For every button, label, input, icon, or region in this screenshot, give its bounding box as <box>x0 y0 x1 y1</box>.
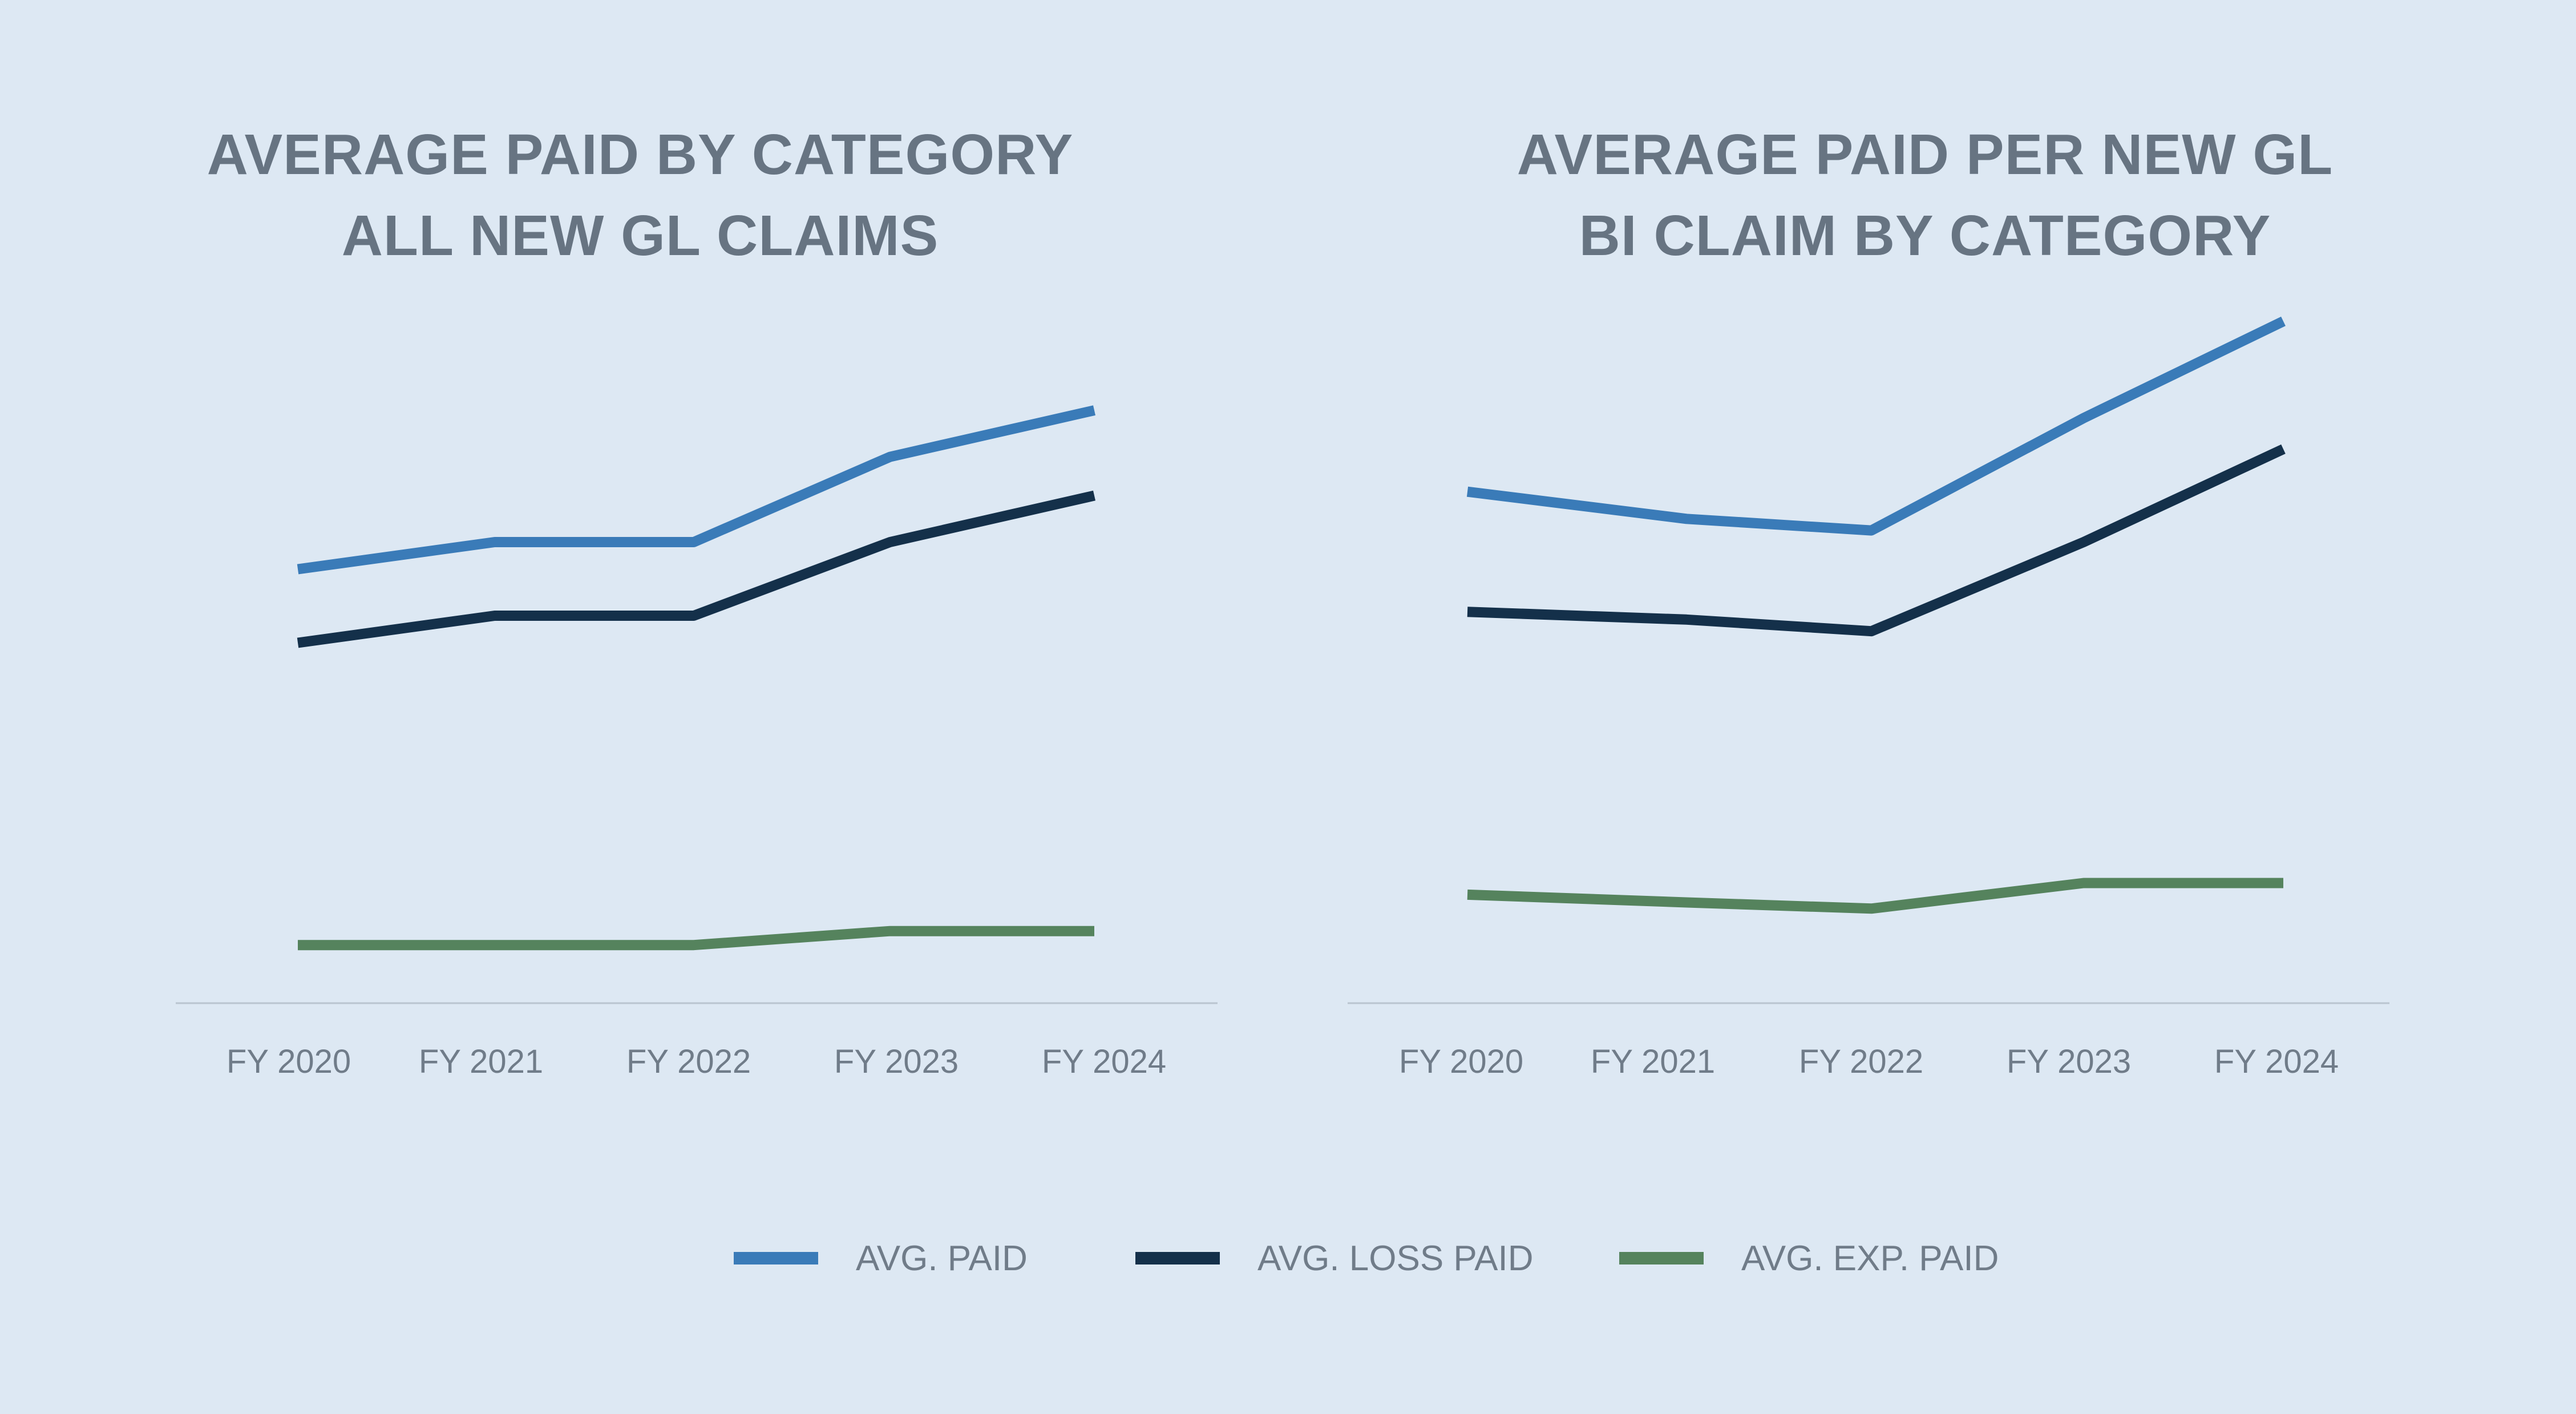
legend-item-avg-exp-paid: AVG. EXP. PAID <box>1619 1233 1999 1284</box>
x-tick-label-chart-1: FY 2021 <box>419 1043 543 1080</box>
x-tick-label-chart-1: FY 2024 <box>1042 1043 1166 1080</box>
legend-label-avg-paid: AVG. PAID <box>856 1238 1028 1278</box>
legend-item-avg-loss-paid: AVG. LOSS PAID <box>1135 1233 1534 1284</box>
legend-swatch-avg-exp-paid <box>1619 1252 1704 1264</box>
x-tick-label-chart-1: FY 2022 <box>626 1043 751 1080</box>
legend: AVG. PAID AVG. LOSS PAID AVG. EXP. PAID <box>0 1233 2576 1284</box>
legend-label-avg-exp-paid: AVG. EXP. PAID <box>1741 1238 1999 1278</box>
x-tick-label-chart-2: FY 2023 <box>2007 1043 2131 1080</box>
x-tick-label-chart-1: FY 2023 <box>834 1043 959 1080</box>
x-tick-label-chart-2: FY 2024 <box>2214 1043 2339 1080</box>
chart-title-right-line-1: AVERAGE PAID PER NEW GL <box>1517 123 2334 187</box>
series-line-avg-loss-paid-chart-2 <box>1467 444 2286 637</box>
x-tick-label-chart-2: FY 2022 <box>1799 1043 1923 1080</box>
legend-label-avg-loss-paid: AVG. LOSS PAID <box>1257 1238 1534 1278</box>
chart-title-right: AVERAGE PAID PER NEW GL BI CLAIM BY CATE… <box>1383 114 2467 276</box>
series-line-avg-paid-chart-1 <box>297 405 1095 575</box>
chart-title-right-line-2: BI CLAIM BY CATEGORY <box>1579 204 2271 268</box>
chart-title-left: AVERAGE PAID BY CATEGORY ALL NEW GL CLAI… <box>98 114 1182 276</box>
legend-swatch-avg-loss-paid <box>1135 1252 1220 1264</box>
series-line-avg-exp-paid-chart-2 <box>1467 878 2283 914</box>
chart-title-left-line-2: ALL NEW GL CLAIMS <box>341 204 939 268</box>
x-tick-label-chart-2: FY 2020 <box>1399 1043 1523 1080</box>
x-tick-label-chart-2: FY 2021 <box>1591 1043 1715 1080</box>
legend-item-avg-paid: AVG. PAID <box>734 1233 1028 1284</box>
series-line-avg-paid-chart-2 <box>1466 316 2286 536</box>
series-line-avg-exp-paid-chart-1 <box>298 926 1094 951</box>
legend-swatch-avg-paid <box>734 1252 818 1264</box>
chart-title-left-line-1: AVERAGE PAID BY CATEGORY <box>207 123 1074 187</box>
series-line-avg-loss-paid-chart-1 <box>297 490 1095 648</box>
x-tick-label-chart-1: FY 2020 <box>227 1043 351 1080</box>
